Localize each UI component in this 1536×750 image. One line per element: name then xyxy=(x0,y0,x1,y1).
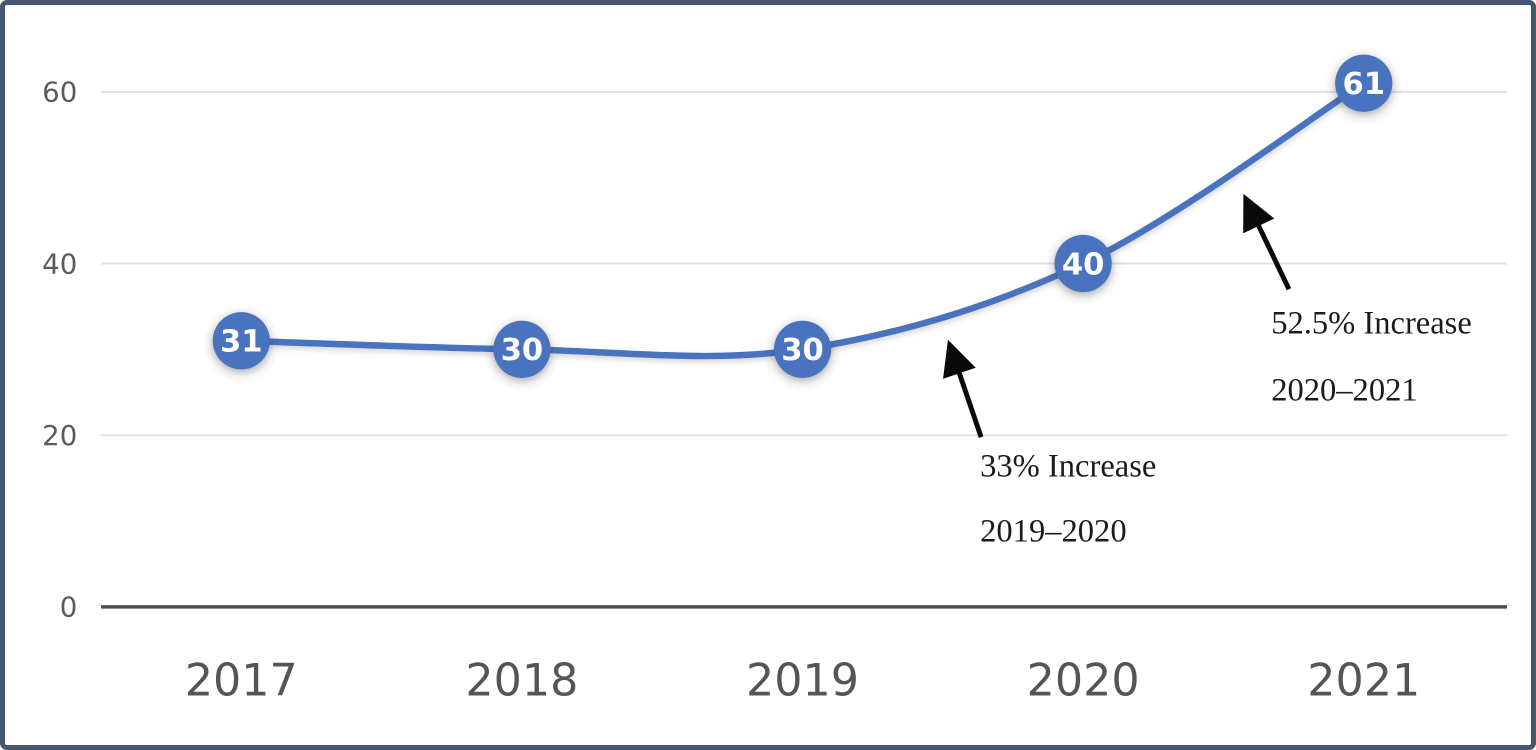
data-point xyxy=(212,312,270,370)
y-axis-tick-label: 60 xyxy=(42,76,77,109)
annotation-arrow xyxy=(1243,193,1292,291)
data-point xyxy=(493,320,551,378)
y-axis-tick-label: 0 xyxy=(60,591,78,624)
data-point-label: 31 xyxy=(220,325,263,360)
x-axis-label: 2017 xyxy=(185,656,298,707)
line-chart: 0 20 40 60 2017 2018 2019 2020 2021 33% Increas… xyxy=(42,54,1508,707)
annotation-text-period: 2019–2020 xyxy=(980,514,1126,550)
x-axis-label: 2018 xyxy=(465,656,578,707)
annotation-arrow xyxy=(943,339,984,438)
x-axis-label: 2021 xyxy=(1307,656,1420,707)
data-point-label: 30 xyxy=(781,333,824,368)
annotation-text-period: 2020–2021 xyxy=(1271,373,1417,409)
x-axis-label: 2020 xyxy=(1027,656,1140,707)
y-axis-tick-label: 20 xyxy=(42,419,77,452)
annotation-text-label: 33% Increase xyxy=(980,449,1156,485)
data-point-label: 61 xyxy=(1342,67,1385,102)
data-point-label: 40 xyxy=(1062,247,1105,282)
x-axis-label: 2019 xyxy=(746,656,859,707)
annotation-text-label: 52.5% Increase xyxy=(1271,306,1472,342)
data-point xyxy=(1335,54,1393,112)
data-point-label: 30 xyxy=(501,333,544,368)
data-point xyxy=(773,320,832,378)
series-line xyxy=(238,80,1367,360)
data-point xyxy=(1054,234,1112,293)
y-axis-tick-label: 40 xyxy=(42,247,77,280)
